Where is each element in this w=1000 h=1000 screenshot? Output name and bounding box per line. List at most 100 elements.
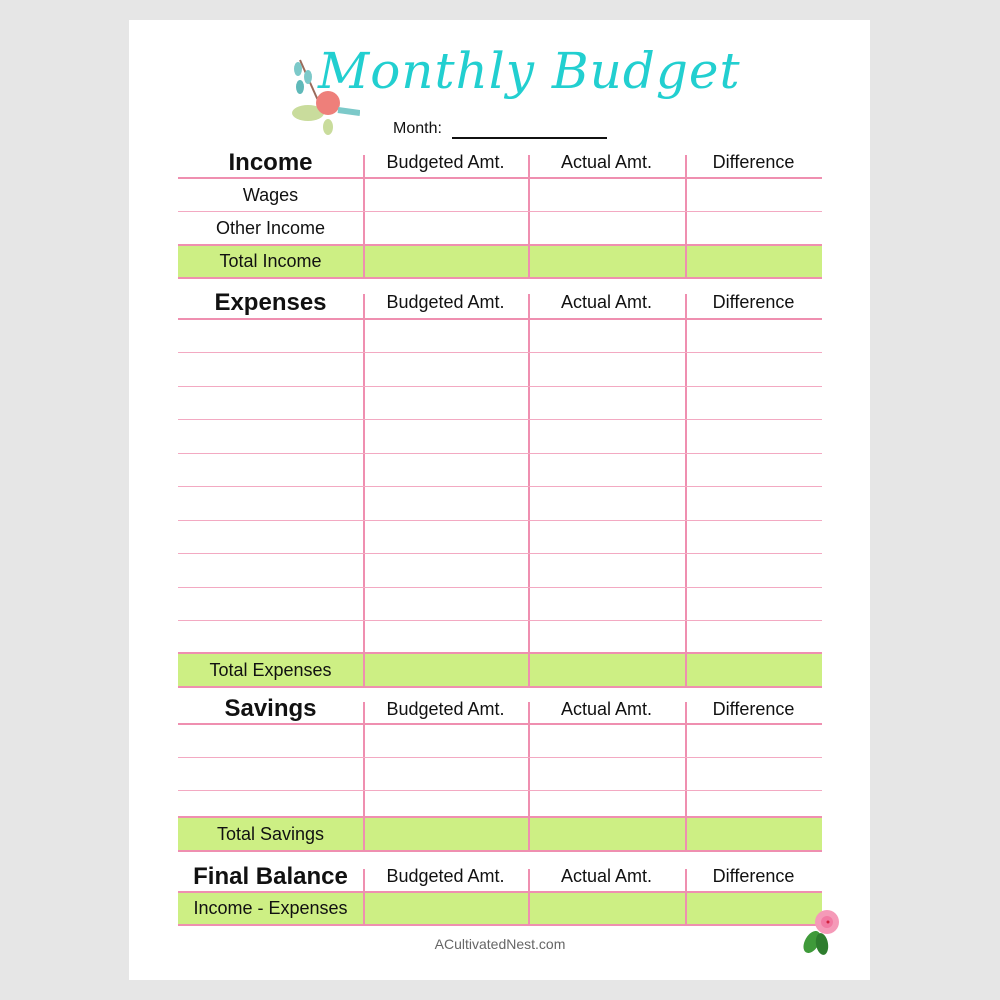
row-label[interactable] [178, 758, 363, 790]
budgeted-cell[interactable] [363, 791, 528, 816]
section-title: Income [228, 148, 313, 176]
difference-cell[interactable] [685, 588, 822, 620]
actual-cell[interactable] [528, 791, 685, 816]
budgeted-cell[interactable] [363, 487, 528, 520]
difference-cell[interactable] [685, 420, 822, 453]
budgeted-cell[interactable] [363, 320, 528, 352]
difference-total-cell[interactable] [685, 893, 822, 924]
budgeted-cell[interactable] [363, 588, 528, 620]
actual-cell[interactable] [528, 487, 685, 520]
section-header: Final Balance Budgeted Amt. Actual Amt. Dif… [178, 862, 822, 893]
row-label[interactable] [178, 387, 363, 419]
table-row [178, 758, 822, 791]
budgeted-total-cell[interactable] [363, 893, 528, 924]
row-label[interactable] [178, 588, 363, 620]
row-label[interactable] [178, 454, 363, 486]
column-header: Budgeted Amt. [363, 862, 528, 891]
budgeted-cell[interactable] [363, 212, 528, 244]
section-income: Income Budgeted Amt. Actual Amt. Difference… [178, 148, 822, 279]
column-header: Actual Amt. [528, 862, 685, 891]
table-row: Other Income [178, 212, 822, 246]
budgeted-cell[interactable] [363, 725, 528, 757]
actual-cell[interactable] [528, 212, 685, 244]
budgeted-cell[interactable] [363, 179, 528, 211]
difference-total-cell[interactable] [685, 818, 822, 850]
row-label[interactable] [178, 621, 363, 652]
section-expenses: Expenses Budgeted Amt. Actual Amt. Differen… [178, 287, 822, 688]
section-savings: Savings Budgeted Amt. Actual Amt. Differenc… [178, 695, 822, 852]
column-header: Budgeted Amt. [363, 695, 528, 723]
table-row [178, 725, 822, 758]
budgeted-cell[interactable] [363, 521, 528, 553]
row-label[interactable] [178, 554, 363, 587]
actual-cell[interactable] [528, 554, 685, 587]
table-row: Wages [178, 179, 822, 212]
actual-cell[interactable] [528, 353, 685, 386]
difference-cell[interactable] [685, 621, 822, 652]
difference-cell[interactable] [685, 387, 822, 419]
actual-total-cell[interactable] [528, 246, 685, 277]
difference-cell[interactable] [685, 320, 822, 352]
column-header: Difference [685, 695, 822, 723]
section-final-balance: Final Balance Budgeted Amt. Actual Amt. Dif… [178, 862, 822, 926]
difference-total-cell[interactable] [685, 246, 822, 277]
actual-cell[interactable] [528, 387, 685, 419]
actual-cell[interactable] [528, 758, 685, 790]
actual-cell[interactable] [528, 454, 685, 486]
section-title: Final Balance [193, 862, 348, 890]
table-row [178, 588, 822, 621]
budgeted-total-cell[interactable] [363, 654, 528, 686]
row-label[interactable] [178, 725, 363, 757]
actual-cell[interactable] [528, 725, 685, 757]
budgeted-cell[interactable] [363, 554, 528, 587]
actual-total-cell[interactable] [528, 818, 685, 850]
row-label[interactable] [178, 353, 363, 386]
budgeted-cell[interactable] [363, 387, 528, 419]
column-header: Difference [685, 862, 822, 891]
difference-total-cell[interactable] [685, 654, 822, 686]
column-header: Budgeted Amt. [363, 148, 528, 177]
row-label[interactable] [178, 487, 363, 520]
actual-cell[interactable] [528, 420, 685, 453]
actual-cell[interactable] [528, 588, 685, 620]
actual-total-cell[interactable] [528, 654, 685, 686]
total-label: Total Income [219, 251, 322, 271]
column-header: Actual Amt. [528, 148, 685, 177]
row-label[interactable] [178, 791, 363, 816]
difference-cell[interactable] [685, 353, 822, 386]
budgeted-cell[interactable] [363, 353, 528, 386]
table-row [178, 420, 822, 454]
difference-cell[interactable] [685, 212, 822, 244]
actual-cell[interactable] [528, 320, 685, 352]
difference-cell[interactable] [685, 758, 822, 790]
row-label[interactable] [178, 521, 363, 553]
actual-cell[interactable] [528, 621, 685, 652]
actual-cell[interactable] [528, 179, 685, 211]
difference-cell[interactable] [685, 725, 822, 757]
difference-cell[interactable] [685, 554, 822, 587]
difference-cell[interactable] [685, 179, 822, 211]
column-header: Actual Amt. [528, 695, 685, 723]
budgeted-cell[interactable] [363, 621, 528, 652]
difference-cell[interactable] [685, 791, 822, 816]
difference-cell[interactable] [685, 487, 822, 520]
budgeted-cell[interactable] [363, 420, 528, 453]
section-header: Income Budgeted Amt. Actual Amt. Difference [178, 148, 822, 179]
column-header: Actual Amt. [528, 287, 685, 318]
budgeted-cell[interactable] [363, 758, 528, 790]
month-input-line[interactable] [452, 137, 607, 139]
budgeted-total-cell[interactable] [363, 818, 528, 850]
page-title: Monthly Budget [318, 42, 741, 100]
row-label[interactable] [178, 320, 363, 352]
table-row [178, 521, 822, 554]
actual-total-cell[interactable] [528, 893, 685, 924]
column-header: Difference [685, 148, 822, 177]
difference-cell[interactable] [685, 454, 822, 486]
section-header: Savings Budgeted Amt. Actual Amt. Differenc… [178, 695, 822, 725]
actual-cell[interactable] [528, 521, 685, 553]
budgeted-total-cell[interactable] [363, 246, 528, 277]
difference-cell[interactable] [685, 521, 822, 553]
budgeted-cell[interactable] [363, 454, 528, 486]
footer-website: ACultivatedNest.com [434, 936, 566, 952]
row-label[interactable] [178, 420, 363, 453]
